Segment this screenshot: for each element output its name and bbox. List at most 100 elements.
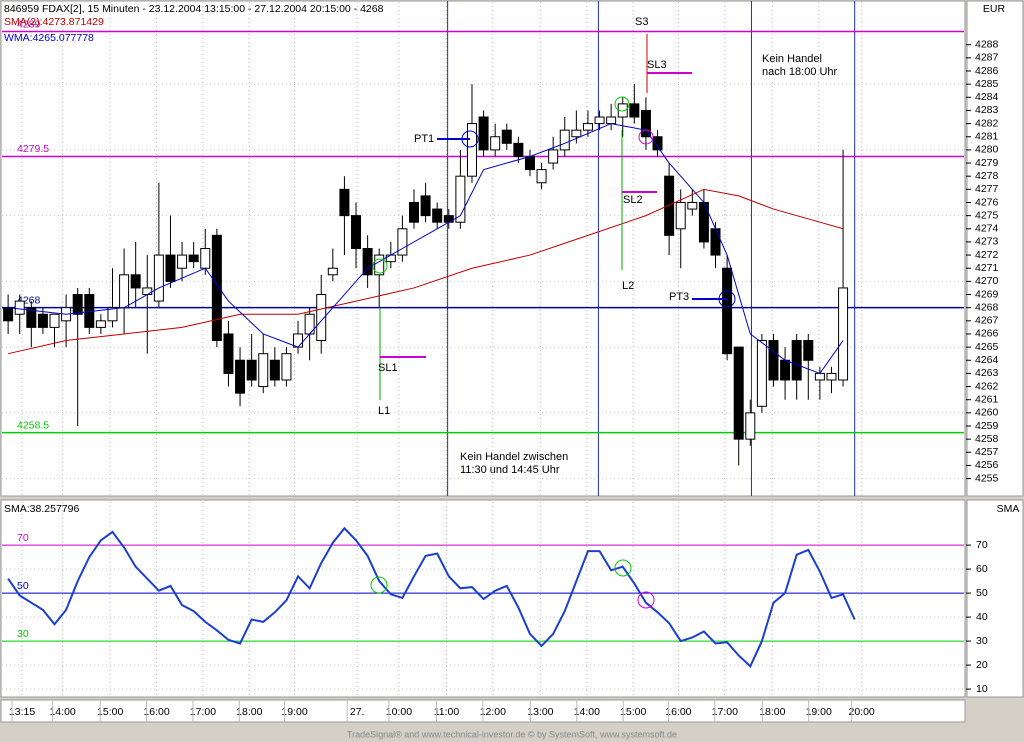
candle-body [629,103,640,118]
candle-body [107,307,118,322]
circle [638,129,654,145]
candle-body [838,287,849,381]
candle-body [733,346,744,440]
candle-body [26,307,37,328]
y-tick-label: 4277 [975,183,999,195]
candle-body [258,353,269,388]
y-tick-label: 4273 [975,236,999,248]
y-tick-label: 4257 [975,446,999,458]
candle-body [281,353,292,381]
annotation: nach 18:00 Uhr [762,66,838,78]
y-tick-label: 4272 [975,249,999,261]
candle-body [316,294,327,342]
candle-body [37,313,48,328]
x-tick-label: 15:00 [620,706,646,718]
candle-body [397,228,408,256]
y-tick-label: 4280 [975,144,999,156]
x-tick-label: 18:00 [759,706,785,718]
candle-body [664,175,675,236]
y-tick-label: 4285 [975,78,999,90]
annotation-marks [370,34,736,609]
x-tick-label: 12:00 [480,706,506,718]
candle-body [455,175,466,223]
candle-body [524,155,535,171]
footer: TradeSignal® and www.technical-investor.… [347,729,677,739]
candle-body [432,208,443,223]
candle-body [722,267,733,355]
annotation: L1 [378,405,390,417]
candle-body [95,320,106,328]
candle-body [200,248,211,269]
annotation: Kein Handel zwischen [460,451,568,463]
circle [372,258,388,274]
y-tick-label: 4287 [975,52,999,64]
candle-body [351,215,362,249]
x-tick-label: 10:00 [386,706,412,718]
candle-body [235,359,246,394]
candle-body [675,201,686,230]
candle-body [536,169,547,184]
candle-body [559,129,570,151]
x-tick-label: 27. [350,706,365,718]
annotation: SL2 [623,194,643,206]
indicator-line [8,188,844,355]
annotation: PT1 [414,133,434,145]
annotation: S3 [635,16,648,28]
circle [370,576,388,594]
candle-body [768,340,779,381]
circle [718,290,736,308]
candle-body [246,359,257,381]
y-tick-label: 4278 [975,170,999,182]
annotation: SL1 [378,362,398,374]
candle-body [142,287,153,296]
x-tick-label: 17:00 [190,706,216,718]
level-label: 30 [17,628,29,640]
candle-body [211,234,222,342]
candle-body [269,359,280,381]
x-tick-label: 13:00 [527,706,553,718]
candle-body [756,340,767,407]
axis-label: EUR [983,3,1006,15]
candle-body [710,228,721,256]
candle-body [652,136,663,151]
candle-body [466,123,477,177]
oscillator-line [7,526,856,668]
candle-body [165,254,176,282]
circle [461,130,479,148]
y-tick-label: 70 [976,539,988,551]
candle-body [606,116,617,125]
y-tick-label: 4275 [975,209,999,221]
y-tick-label: 20 [976,659,988,671]
y-tick-label: 4265 [975,341,999,353]
y-tick-label: 4279 [975,157,999,169]
candle-body [374,254,385,276]
candle-body [501,129,512,144]
lower-legend: SMA:38.257796 [4,503,79,515]
legend-wma: WMA:4265.077778 [4,32,94,44]
candle-body [594,116,605,125]
candle-body [582,123,593,131]
circle [614,559,632,577]
candle-body [153,254,164,302]
y-tick-label: 50 [976,587,988,599]
candle-body [640,109,651,138]
level-label: 70 [17,532,29,544]
x-tick-label: 17:00 [712,706,738,718]
x-tick-label: 19:00 [281,706,307,718]
y-tick-label: 4284 [975,91,999,103]
main-panel [0,0,966,497]
chart-title: 846959 FDAX[2], 15 Minuten - 23.12.2004 … [4,3,384,15]
x-tick-label: 16:00 [143,706,169,718]
annotation: PT3 [669,291,689,303]
y-tick-label: 4268 [975,301,999,313]
y-tick-label: 4260 [975,407,999,419]
candle-body [814,372,825,381]
y-tick-label: 4264 [975,354,999,366]
y-tick-label: 4266 [975,328,999,340]
legend-sma: SMA(2):4273.871429 [4,16,104,28]
candle-body [223,333,234,374]
x-tick-label: 13:15 [9,706,35,718]
candle-body [803,340,814,361]
